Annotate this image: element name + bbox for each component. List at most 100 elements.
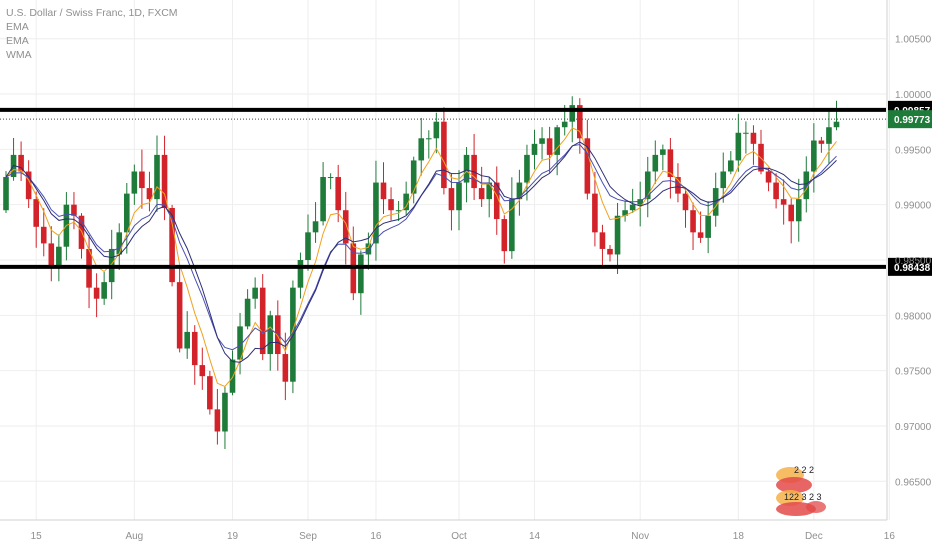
candle-body bbox=[675, 177, 681, 194]
candle-body bbox=[448, 188, 455, 211]
candle-body bbox=[297, 260, 304, 288]
level-price-label: 0.98438 bbox=[894, 263, 931, 274]
candle-body bbox=[305, 232, 311, 260]
candle-body bbox=[116, 232, 123, 255]
candle-body bbox=[146, 188, 153, 200]
y-tick-label: 1.00500 bbox=[895, 35, 932, 46]
candle-body bbox=[629, 204, 636, 211]
grid-layer bbox=[0, 0, 890, 520]
indicator-wma[interactable]: WMA bbox=[6, 49, 32, 61]
candle-body bbox=[312, 221, 319, 233]
candle-body bbox=[592, 193, 598, 233]
candle-body bbox=[773, 182, 779, 200]
candle-body bbox=[282, 354, 289, 382]
svg-text:2 2 2: 2 2 2 bbox=[794, 465, 814, 475]
candle-body bbox=[818, 140, 825, 144]
candle-body bbox=[214, 409, 221, 432]
candle-body bbox=[463, 154, 470, 183]
candle-body bbox=[577, 105, 583, 139]
candle-body bbox=[803, 171, 810, 200]
candle-body bbox=[335, 177, 341, 211]
candle-body bbox=[320, 177, 326, 222]
candle-body bbox=[176, 282, 183, 349]
symbol-title: U.S. Dollar / Swiss Franc, 1D, FXCM bbox=[6, 7, 178, 19]
axes-layer: 1.00500 1.00000 0.99500 0.99000 0.98500 0.980… bbox=[0, 0, 932, 542]
y-tick-label: 1.00000 bbox=[895, 90, 932, 101]
candle-body bbox=[826, 127, 832, 144]
candle-body bbox=[71, 204, 77, 216]
candle-body bbox=[101, 282, 107, 299]
candle-body bbox=[478, 188, 485, 200]
x-tick-label: Oct bbox=[451, 531, 467, 542]
candle-body bbox=[833, 121, 840, 128]
candle-body bbox=[222, 392, 228, 432]
candle-body bbox=[652, 154, 659, 172]
candle-body bbox=[509, 199, 515, 252]
candle-body bbox=[561, 121, 568, 128]
candle-body bbox=[395, 210, 402, 212]
level-price-tag bbox=[888, 257, 932, 276]
y-tick-label: 0.98500 bbox=[895, 256, 932, 267]
candle-body bbox=[637, 199, 643, 205]
candle-body bbox=[569, 105, 576, 122]
candle-body bbox=[750, 132, 757, 144]
indicator-ema-slow[interactable]: EMA bbox=[6, 35, 29, 47]
candle-body bbox=[259, 287, 266, 355]
candles-layer bbox=[3, 96, 840, 450]
candle-body bbox=[365, 243, 372, 255]
candle-body bbox=[124, 193, 130, 233]
x-tick-label: 15 bbox=[31, 531, 43, 542]
candle-body bbox=[40, 226, 47, 244]
candle-body bbox=[728, 160, 734, 172]
candle-body bbox=[780, 199, 787, 205]
candle-body bbox=[388, 199, 394, 211]
candle-body bbox=[524, 154, 530, 183]
x-tick-label: 16 bbox=[884, 531, 896, 542]
y-tick-label: 0.98000 bbox=[895, 311, 932, 322]
candle-body bbox=[546, 138, 553, 155]
candle-body bbox=[682, 193, 689, 211]
wma-line bbox=[5, 141, 837, 363]
candle-body bbox=[667, 149, 674, 178]
ema-fast-line bbox=[5, 127, 837, 388]
candle-body bbox=[237, 326, 243, 360]
candle-body bbox=[139, 171, 145, 189]
candle-body bbox=[516, 182, 523, 200]
y-tick-label: 0.96500 bbox=[895, 477, 932, 488]
candle-body bbox=[660, 149, 666, 155]
candle-body bbox=[184, 331, 190, 349]
candle-body bbox=[3, 177, 9, 211]
candle-body bbox=[788, 204, 794, 222]
candle-body bbox=[267, 315, 274, 355]
candle-body bbox=[433, 121, 440, 139]
candle-body bbox=[199, 365, 206, 377]
candle-body bbox=[456, 182, 462, 211]
x-tick-label: 19 bbox=[227, 531, 239, 542]
candle-body bbox=[705, 215, 711, 238]
candle-body bbox=[539, 138, 545, 144]
candle-body bbox=[18, 154, 24, 172]
x-tick-label: 14 bbox=[529, 531, 541, 542]
candle-body bbox=[712, 188, 719, 216]
candle-body bbox=[493, 182, 500, 220]
moving-averages-layer bbox=[5, 127, 837, 388]
candle-body bbox=[93, 287, 100, 299]
candle-body bbox=[358, 254, 364, 294]
x-tick-label: Aug bbox=[125, 531, 143, 542]
candle-body bbox=[690, 210, 696, 233]
candle-body bbox=[327, 177, 334, 179]
chart-legend: U.S. Dollar / Swiss Franc, 1D, FXCM EMA … bbox=[6, 6, 178, 62]
indicator-ema-fast[interactable]: EMA bbox=[6, 21, 29, 33]
candle-body bbox=[607, 248, 613, 255]
candle-body bbox=[48, 243, 55, 268]
candle-body bbox=[697, 232, 704, 238]
x-tick-label: Nov bbox=[631, 531, 649, 542]
current-price-label: 0.99773 bbox=[894, 115, 931, 126]
candle-body bbox=[207, 376, 213, 410]
x-tick-label: 16 bbox=[370, 531, 382, 542]
candle-body bbox=[380, 182, 387, 200]
candle-body bbox=[229, 359, 236, 393]
